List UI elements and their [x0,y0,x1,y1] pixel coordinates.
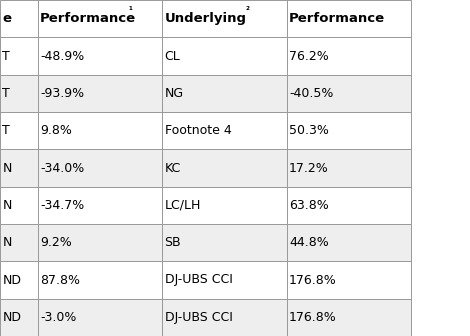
Text: ²: ² [245,6,249,15]
Text: ND: ND [2,274,21,287]
Text: T: T [2,124,10,137]
Text: 76.2%: 76.2% [289,49,329,62]
Text: Performance: Performance [289,12,385,25]
Text: 63.8%: 63.8% [289,199,329,212]
Bar [0,299,38,336]
Text: N: N [2,199,12,212]
Bar [38,0,162,37]
Text: 176.8%: 176.8% [289,274,337,287]
Text: -40.5%: -40.5% [289,87,333,100]
Bar [162,149,287,187]
Text: 44.8%: 44.8% [289,236,329,249]
Text: N: N [2,236,12,249]
Text: Performance: Performance [40,12,136,25]
Bar [287,187,411,224]
Bar [287,37,411,75]
Bar [38,224,162,261]
Text: NG: NG [164,87,184,100]
Text: 9.8%: 9.8% [40,124,72,137]
Text: -34.0%: -34.0% [40,162,84,174]
Text: -3.0%: -3.0% [40,311,76,324]
Text: SB: SB [164,236,181,249]
Bar [38,299,162,336]
Text: -48.9%: -48.9% [40,49,84,62]
Bar [287,112,411,149]
Text: DJ-UBS CCI: DJ-UBS CCI [164,274,232,287]
Bar [0,37,38,75]
Text: Footnote 4: Footnote 4 [164,124,231,137]
Text: 17.2%: 17.2% [289,162,329,174]
Bar [38,75,162,112]
Text: LC/LH: LC/LH [164,199,201,212]
Bar [162,112,287,149]
Bar [0,75,38,112]
Text: N: N [2,162,12,174]
Text: 176.8%: 176.8% [289,311,337,324]
Text: CL: CL [164,49,180,62]
Text: ND: ND [2,311,21,324]
Text: Underlying: Underlying [164,12,246,25]
Text: -93.9%: -93.9% [40,87,84,100]
Bar [0,224,38,261]
Text: DJ-UBS CCI: DJ-UBS CCI [164,311,232,324]
Bar [162,187,287,224]
Bar [0,187,38,224]
Bar [287,0,411,37]
Text: KC: KC [164,162,181,174]
Bar [162,37,287,75]
Bar [287,224,411,261]
Bar [38,261,162,299]
Bar [287,261,411,299]
Text: ¹: ¹ [128,6,132,15]
Bar [38,112,162,149]
Bar [0,112,38,149]
Bar [162,299,287,336]
Text: 50.3%: 50.3% [289,124,329,137]
Text: 9.2%: 9.2% [40,236,72,249]
Bar [0,149,38,187]
Text: -34.7%: -34.7% [40,199,84,212]
Bar [162,0,287,37]
Bar [162,261,287,299]
Bar [38,149,162,187]
Text: 87.8%: 87.8% [40,274,80,287]
Bar [38,37,162,75]
Bar [162,224,287,261]
Bar [287,299,411,336]
Text: T: T [2,87,10,100]
Bar [287,75,411,112]
Bar [0,0,38,37]
Text: e: e [2,12,11,25]
Text: T: T [2,49,10,62]
Bar [287,149,411,187]
Bar [162,75,287,112]
Bar [0,261,38,299]
Bar [38,187,162,224]
